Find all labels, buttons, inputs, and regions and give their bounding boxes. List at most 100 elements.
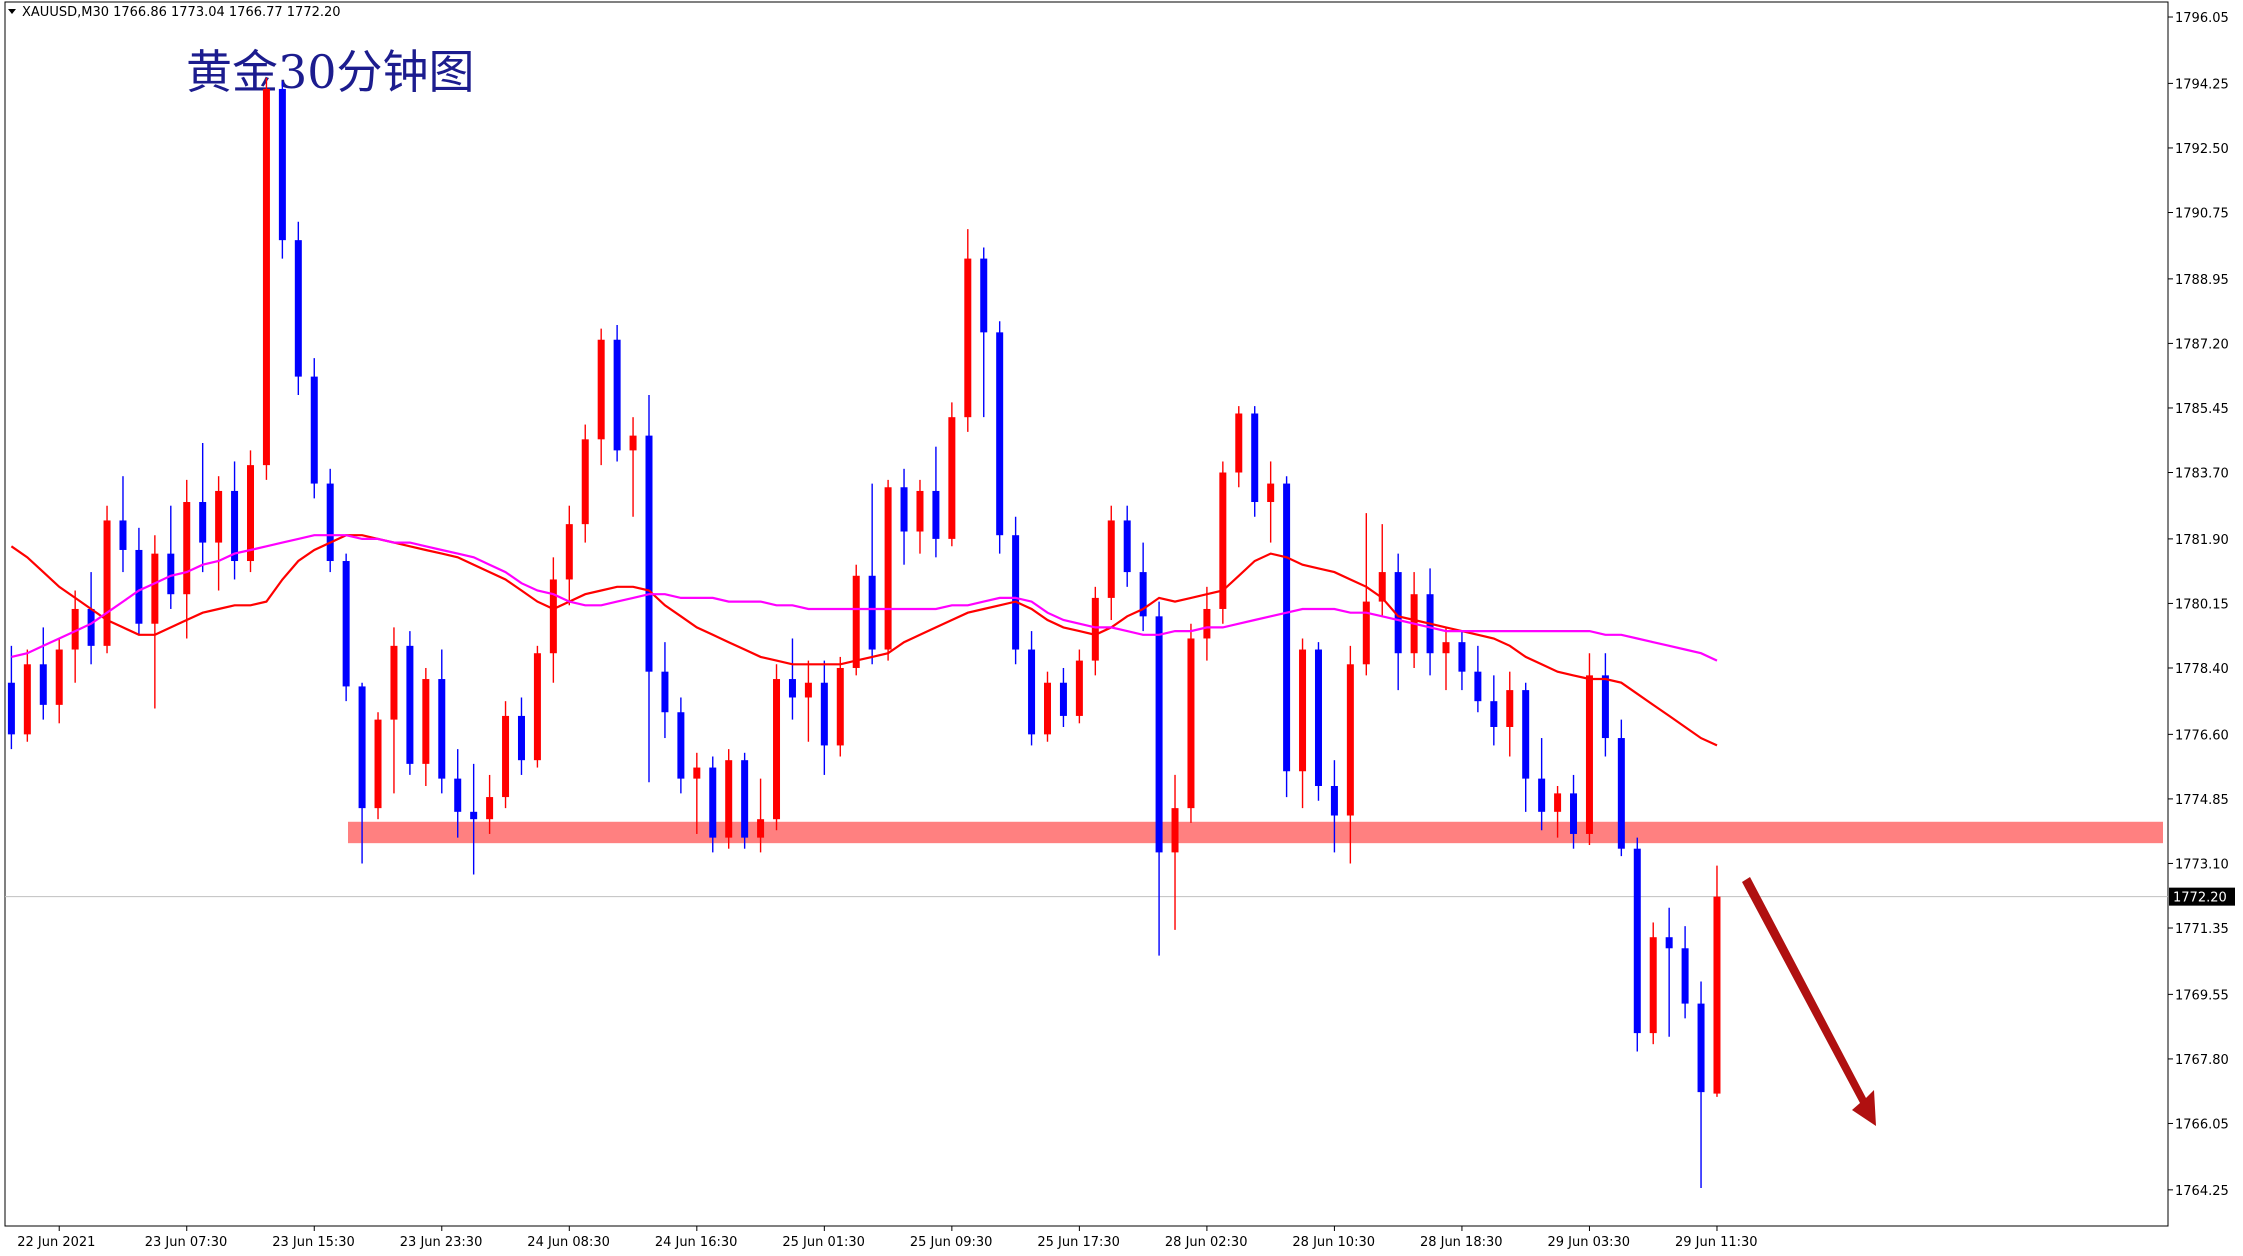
candle-body: [262, 88, 270, 466]
candle-body: [1123, 520, 1131, 573]
x-tick-label: 29 Jun 03:30: [1547, 1235, 1630, 1250]
y-tick-label: 1787.20: [2175, 337, 2229, 352]
candle-body: [1394, 572, 1402, 654]
candle-body: [948, 417, 956, 539]
candle-body: [1203, 608, 1211, 639]
current-price-box: [2169, 887, 2235, 906]
candle-body: [438, 679, 446, 779]
candle-body: [1538, 778, 1546, 812]
candle-body: [1139, 572, 1147, 617]
candle-body: [1570, 793, 1578, 834]
support-zone: [348, 821, 2163, 844]
candle-body: [231, 490, 239, 562]
candle-body: [1362, 601, 1370, 665]
candle-body: [23, 664, 31, 735]
candle-body: [597, 339, 605, 440]
y-tick-label: 1774.85: [2175, 793, 2229, 808]
candle-body: [1314, 649, 1322, 787]
x-tick-label: 23 Jun 15:30: [272, 1235, 355, 1250]
x-tick-label: 29 Jun 11:30: [1675, 1235, 1758, 1250]
candle-body: [549, 579, 557, 654]
candle-body: [1490, 701, 1498, 727]
candle-body: [1012, 535, 1020, 650]
x-tick-label: 22 Jun 2021: [17, 1235, 95, 1250]
candle-body: [661, 671, 669, 713]
candle-body: [1107, 520, 1115, 598]
candle-body: [1442, 642, 1450, 654]
candle-body: [1028, 649, 1036, 735]
x-tick-label: 23 Jun 23:30: [400, 1235, 483, 1250]
candle-body: [358, 686, 366, 809]
candle-body: [1601, 675, 1609, 739]
candle-body: [725, 760, 733, 838]
x-tick-label: 28 Jun 10:30: [1292, 1235, 1375, 1250]
y-tick-label: 1790.75: [2175, 206, 2229, 221]
candle-body: [1091, 597, 1099, 661]
candle-body: [1522, 690, 1530, 779]
x-tick-label: 24 Jun 16:30: [655, 1235, 738, 1250]
candle-body: [135, 549, 143, 624]
candle-body: [741, 760, 749, 838]
y-tick-label: 1776.60: [2175, 728, 2229, 743]
candle-body: [1585, 675, 1593, 834]
x-tick-label: 28 Jun 02:30: [1165, 1235, 1248, 1250]
candle-body: [1299, 649, 1307, 772]
y-tick-label: 1764.25: [2175, 1184, 2229, 1199]
candle-body: [996, 332, 1004, 536]
candle-body: [645, 435, 653, 672]
candle-body: [1713, 896, 1721, 1094]
x-tick-label: 25 Jun 09:30: [910, 1235, 993, 1250]
candle-body: [390, 645, 398, 720]
x-tick-label: 23 Jun 07:30: [145, 1235, 228, 1250]
y-tick-label: 1794.25: [2175, 77, 2229, 92]
candle-body: [151, 553, 159, 624]
candle-body: [1219, 472, 1227, 609]
candle-body: [1283, 483, 1291, 772]
y-tick-label: 1783.70: [2175, 467, 2229, 482]
candle-body: [900, 487, 908, 532]
candle-body: [1251, 413, 1259, 503]
candle-body: [820, 682, 828, 746]
x-tick-label: 24 Jun 08:30: [527, 1235, 610, 1250]
candle-body: [581, 439, 589, 525]
candle-body: [310, 376, 318, 484]
chart-header: XAUUSD,M30 1766.86 1773.04 1766.77 1772.…: [22, 5, 341, 20]
candle-body: [294, 240, 302, 377]
candle-body: [326, 483, 334, 562]
candle-body: [757, 819, 765, 838]
candle-body: [1697, 1003, 1705, 1093]
candle-body: [980, 258, 988, 333]
candle-body: [422, 679, 430, 764]
candle-body: [533, 653, 541, 761]
candle-body: [215, 490, 223, 543]
x-tick-label: 28 Jun 18:30: [1420, 1235, 1503, 1250]
y-tick-label: 1780.15: [2175, 597, 2229, 612]
candle-body: [167, 553, 175, 595]
candle-body: [1059, 682, 1067, 716]
candle-body: [1155, 616, 1163, 853]
candle-body: [517, 715, 525, 761]
candle-body: [932, 490, 940, 539]
candle-body: [852, 575, 860, 668]
candle-body: [87, 608, 95, 646]
candle-body: [629, 435, 637, 451]
candle-body: [1506, 690, 1514, 727]
candle-body: [486, 797, 494, 820]
candle-body: [278, 88, 286, 241]
candle-body: [55, 649, 63, 705]
y-tick-label: 1767.80: [2175, 1053, 2229, 1068]
candle-body: [71, 608, 79, 650]
candle-body: [1378, 572, 1386, 602]
candle-body: [1554, 793, 1562, 812]
candle-body: [119, 520, 127, 550]
trend-arrow: [1742, 877, 1876, 1126]
y-tick-label: 1781.90: [2175, 533, 2229, 548]
candle-body: [836, 667, 844, 746]
candle-body: [1665, 937, 1673, 949]
candle-body: [199, 502, 207, 543]
y-tick-label: 1778.40: [2175, 662, 2229, 677]
candle-body: [39, 664, 47, 705]
plot-frame: [4, 1, 2169, 1227]
candle-body: [1346, 664, 1354, 816]
candle-body: [1633, 848, 1641, 1034]
